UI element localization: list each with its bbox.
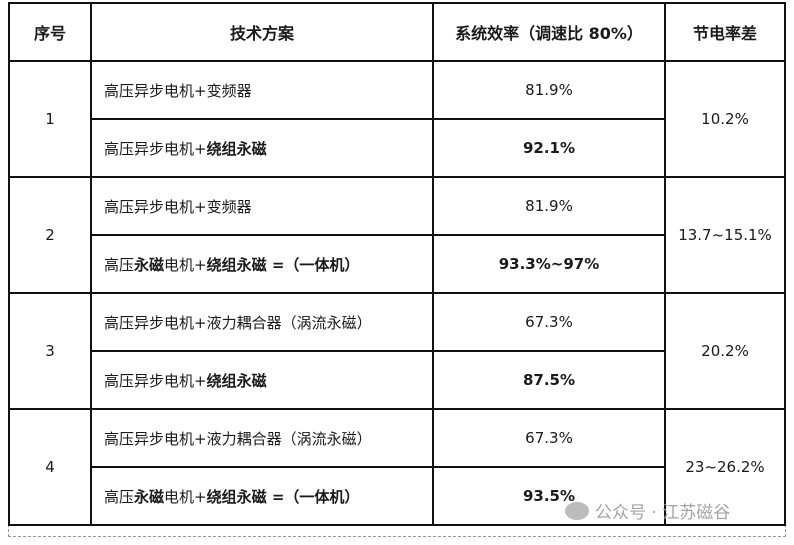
row-index: 4 [8,408,92,526]
saving-diff-cell: 10.2% [664,60,786,178]
header-scheme: 技术方案 [90,2,434,62]
scheme-text: 高压异步电机+液力耦合器（涡流永磁） [104,313,372,332]
scheme-text: 绕组永磁 [206,371,267,390]
scheme-text: 高压异步电机+变频器 [104,197,252,216]
efficiency-cell: 81.9% [432,60,666,120]
header-index: 序号 [8,2,92,62]
efficiency-cell: 67.3% [432,408,666,468]
scheme-text: 永磁 [134,255,165,274]
efficiency-cell: 87.5% [432,350,666,410]
wechat-icon [565,501,589,520]
scheme-text: 绕组永磁 [206,139,267,158]
efficiency-cell: 92.1% [432,118,666,178]
scheme-cell: 高压异步电机+绕组永磁 [90,350,434,410]
table-row: 高压异步电机+绕组永磁 92.1% [9,118,785,178]
saving-diff-cell: 20.2% [664,292,786,410]
scheme-text: 高压异步电机+ [104,139,207,158]
scheme-text: 高压 [104,255,135,274]
scheme-text: 电机+ [164,255,207,274]
header-row: 序号 技术方案 系统效率（调速比 80%） 节电率差 [8,2,786,62]
table-row: 4 高压异步电机+液力耦合器（涡流永磁） 67.3% 23~26.2% [8,408,786,526]
header-efficiency: 系统效率（调速比 80%） [432,2,666,62]
table-row: 高压永磁电机+绕组永磁 =（一体机） 93.3%~97% [9,234,785,294]
saving-diff-cell: 23~26.2% [664,408,786,526]
efficiency-cell: 93.3%~97% [432,234,666,294]
table-row: 1 高压异步电机+变频器 81.9% 10.2% [8,60,786,178]
row-index: 3 [8,292,92,410]
scheme-cell: 高压异步电机+变频器 [90,60,434,120]
table-row: 高压异步电机+绕组永磁 87.5% [9,350,785,410]
row-index: 1 [8,60,92,178]
efficiency-cell: 81.9% [432,176,666,236]
header-diff: 节电率差 [664,2,786,62]
scheme-cell: 高压异步电机+液力耦合器（涡流永磁） [90,292,434,352]
scheme-text: 高压异步电机+ [104,371,207,390]
comparison-table: 序号 技术方案 系统效率（调速比 80%） 节电率差 1 高压异步电机+变频器 81… [8,2,786,526]
scheme-text: 绕组永磁 =（一体机） [206,255,360,274]
scheme-cell: 高压异步电机+液力耦合器（涡流永磁） [90,408,434,468]
scheme-cell: 高压永磁电机+绕组永磁 =（一体机） [90,466,434,526]
watermark: 公众号 · 江苏磁谷 [565,498,730,523]
scheme-text: 高压 [104,487,135,506]
efficiency-cell: 67.3% [432,292,666,352]
scheme-text: 电机+ [164,487,207,506]
scheme-cell: 高压异步电机+绕组永磁 [90,118,434,178]
table-row: 高压永磁电机+绕组永磁 =（一体机） 93.5% [9,466,785,526]
scheme-text: 永磁 [134,487,165,506]
table-row: 2 高压异步电机+变频器 81.9% 13.7~15.1% [8,176,786,294]
watermark-text: 公众号 · 江苏磁谷 [595,503,731,523]
table-row: 3 高压异步电机+液力耦合器（涡流永磁） 67.3% 20.2% [8,292,786,410]
row-index: 2 [8,176,92,294]
saving-diff-cell: 13.7~15.1% [664,176,786,294]
scheme-text: 高压异步电机+液力耦合器（涡流永磁） [104,429,372,448]
efficiency-cell: 93.5% [432,466,666,526]
scheme-text: 高压异步电机+变频器 [104,81,252,100]
scheme-cell: 高压异步电机+变频器 [90,176,434,236]
scheme-cell: 高压永磁电机+绕组永磁 =（一体机） [90,234,434,294]
scheme-text: 绕组永磁 =（一体机） [206,487,360,506]
